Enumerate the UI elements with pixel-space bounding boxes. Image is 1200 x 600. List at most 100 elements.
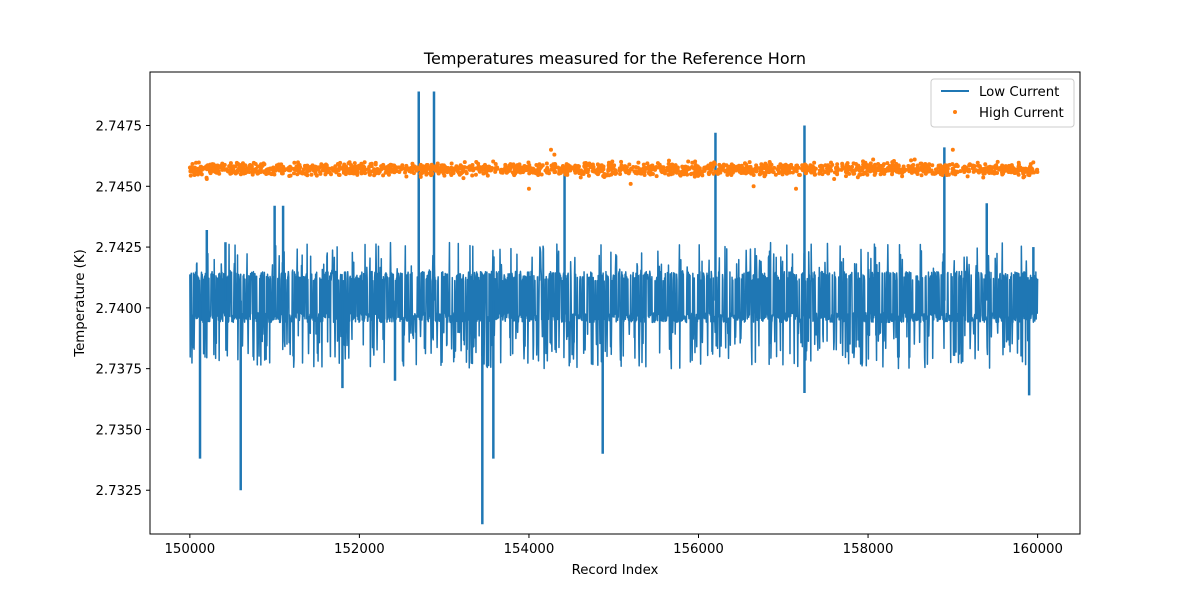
high-current-outlier	[204, 176, 209, 181]
high-current-point	[891, 159, 896, 164]
high-current-point	[995, 159, 1000, 164]
high-current-point	[600, 166, 605, 171]
high-current-point	[642, 173, 647, 177]
high-current-point	[764, 168, 769, 173]
high-current-point	[278, 167, 283, 172]
high-current-point	[758, 166, 763, 171]
high-current-point	[755, 166, 760, 171]
high-current-point	[871, 167, 876, 172]
high-current-point	[983, 166, 988, 171]
high-current-point	[196, 160, 201, 165]
high-current-point	[352, 161, 357, 166]
high-current-point	[940, 173, 945, 178]
high-current-point	[845, 161, 850, 166]
high-current-point	[852, 171, 857, 176]
high-current-point	[760, 170, 765, 175]
high-current-point	[668, 163, 673, 168]
high-current-point	[552, 170, 557, 175]
high-current-point	[292, 171, 297, 176]
high-current-point	[533, 171, 538, 176]
high-current-point	[843, 169, 848, 174]
plot-area	[187, 91, 1040, 525]
high-current-point	[915, 171, 920, 176]
high-current-point	[916, 168, 921, 173]
high-current-point	[353, 167, 358, 172]
high-current-point	[645, 161, 650, 166]
high-current-point	[1003, 168, 1008, 173]
high-current-point	[349, 165, 354, 170]
high-current-point	[250, 172, 255, 177]
y-tick-label: 2.7325	[95, 484, 142, 499]
high-current-point	[650, 172, 655, 177]
high-current-point	[481, 171, 486, 176]
high-current-outlier	[526, 186, 531, 191]
high-current-point	[368, 172, 373, 177]
high-current-point	[591, 165, 596, 170]
high-current-point	[262, 169, 267, 174]
high-current-point	[260, 163, 265, 168]
high-current-point	[493, 169, 498, 174]
high-current-point	[511, 172, 516, 177]
high-current-point	[208, 169, 213, 174]
high-current-point	[940, 165, 945, 170]
high-current-point	[241, 164, 246, 169]
axes-frame	[149, 71, 1081, 535]
high-current-outlier	[912, 157, 917, 162]
high-current-point	[879, 170, 884, 175]
high-current-point	[462, 160, 467, 165]
high-current-point	[824, 166, 829, 171]
legend: Low Current High Current	[930, 78, 1075, 128]
high-current-point	[683, 169, 688, 174]
high-current-point	[700, 172, 705, 177]
high-current-point	[768, 161, 773, 166]
high-current-point	[322, 166, 327, 171]
high-current-point	[696, 173, 701, 178]
high-current-point	[729, 173, 734, 178]
high-current-point	[888, 166, 893, 171]
high-current-point	[660, 165, 665, 170]
high-current-point	[313, 165, 318, 170]
high-current-point	[381, 173, 386, 178]
high-current-point	[318, 170, 323, 175]
high-current-point	[998, 166, 1003, 171]
high-current-point	[866, 163, 871, 168]
high-current-point	[788, 163, 793, 168]
legend-label-low-current: Low Current	[979, 85, 1059, 100]
high-current-point	[237, 164, 242, 169]
y-tick-label: 2.7475	[95, 119, 142, 134]
x-tick-label: 160000	[1012, 542, 1063, 557]
high-current-point	[314, 173, 319, 178]
high-current-point	[1006, 165, 1011, 170]
high-current-point	[894, 161, 899, 166]
high-current-point	[429, 162, 434, 167]
high-current-point	[305, 163, 310, 168]
high-current-point	[567, 164, 572, 169]
high-current-point	[611, 164, 616, 169]
high-current-point	[366, 167, 371, 172]
high-current-point	[269, 171, 274, 176]
high-current-point	[785, 167, 790, 172]
high-current-outlier	[628, 181, 633, 186]
high-current-point	[465, 165, 470, 170]
high-current-point	[381, 162, 386, 167]
high-current-point	[894, 168, 899, 173]
x-tick-label: 150000	[164, 542, 215, 557]
high-current-point	[188, 173, 193, 178]
high-current-point	[909, 158, 914, 163]
high-current-point	[565, 168, 570, 173]
high-current-point	[369, 161, 374, 166]
high-current-point	[373, 168, 378, 173]
high-current-point	[523, 167, 528, 172]
high-current-point	[272, 172, 277, 177]
high-current-point	[728, 164, 733, 169]
high-current-point	[280, 171, 285, 176]
high-current-point	[336, 168, 341, 173]
high-current-point	[711, 171, 716, 176]
high-current-point	[623, 166, 628, 170]
high-current-point	[461, 176, 466, 181]
high-current-point	[1027, 170, 1032, 175]
high-current-point	[797, 173, 802, 178]
high-current-point	[787, 170, 792, 175]
high-current-point	[196, 166, 201, 171]
